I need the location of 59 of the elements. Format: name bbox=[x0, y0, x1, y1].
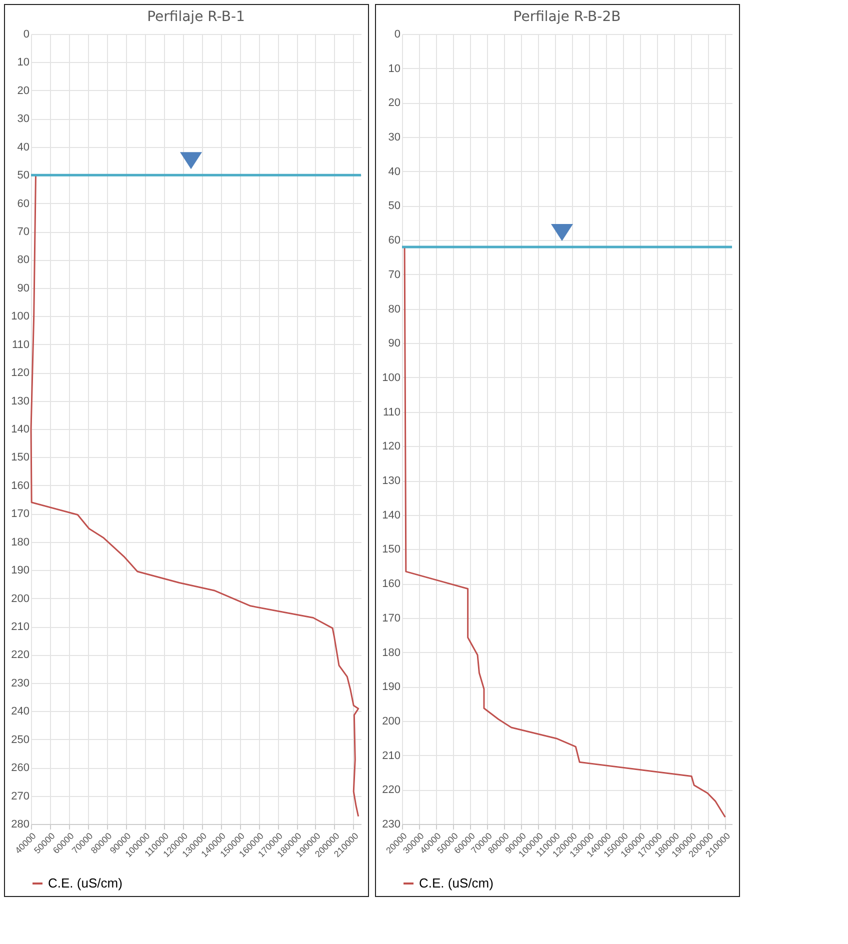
y-tick-label: 30 bbox=[388, 132, 400, 144]
y-tick-label: 30 bbox=[17, 113, 30, 126]
y-tick-label: 170 bbox=[382, 612, 400, 624]
y-tick-label: 140 bbox=[11, 424, 30, 436]
y-tick-label: 200 bbox=[382, 715, 400, 728]
y-tick-label: 70 bbox=[17, 226, 30, 238]
y-tick-label: 220 bbox=[382, 784, 400, 796]
y-tick-label: 110 bbox=[382, 406, 400, 418]
y-tick-label: 20 bbox=[388, 97, 400, 110]
y-tick-label: 130 bbox=[382, 475, 400, 488]
y-tick-label: 10 bbox=[17, 56, 30, 69]
legend-label: C.E. (uS/cm) bbox=[419, 876, 494, 890]
legend-label: C.E. (uS/cm) bbox=[48, 876, 122, 890]
line-series bbox=[404, 246, 726, 818]
y-tick-label: 10 bbox=[388, 62, 400, 75]
y-tick-label: 20 bbox=[17, 84, 30, 97]
y-tick-label: 180 bbox=[11, 536, 30, 548]
y-tick-label: 100 bbox=[11, 310, 30, 323]
y-tick-label: 90 bbox=[388, 338, 400, 350]
y-tick-label: 190 bbox=[11, 564, 30, 577]
y-tick-label: 190 bbox=[382, 681, 400, 694]
y-tick-label: 100 bbox=[382, 372, 400, 384]
line-series bbox=[30, 174, 360, 818]
y-tick-label: 50 bbox=[17, 170, 30, 182]
y-tick-label: 120 bbox=[382, 440, 400, 453]
y-tick-label: 230 bbox=[11, 677, 30, 690]
y-tick-label: 80 bbox=[388, 303, 400, 316]
y-tick-label: 60 bbox=[17, 198, 30, 210]
y-tick-label: 210 bbox=[382, 750, 400, 762]
y-tick-label: 200 bbox=[11, 592, 30, 605]
y-tick-label: 280 bbox=[11, 818, 30, 830]
y-tick-label: 60 bbox=[388, 234, 400, 247]
y-tick-label: 230 bbox=[382, 818, 400, 830]
chart-title: Perfilaje R-B-1 bbox=[147, 9, 245, 25]
y-tick-label: 210 bbox=[11, 621, 30, 633]
y-tick-label: 240 bbox=[11, 706, 30, 718]
y-tick-label: 180 bbox=[382, 646, 400, 659]
y-tick-label: 110 bbox=[12, 338, 30, 351]
y-tick-label: 150 bbox=[382, 544, 400, 556]
y-tick-label: 0 bbox=[394, 28, 400, 40]
y-tick-label: 160 bbox=[11, 480, 30, 492]
y-tick-label: 160 bbox=[382, 578, 400, 590]
y-tick-label: 170 bbox=[11, 508, 30, 520]
y-tick-label: 80 bbox=[17, 254, 30, 266]
y-tick-label: 90 bbox=[17, 282, 30, 294]
y-tick-label: 50 bbox=[388, 200, 400, 212]
y-tick-label: 0 bbox=[23, 28, 30, 40]
y-tick-label: 270 bbox=[11, 790, 30, 802]
y-tick-label: 250 bbox=[11, 734, 30, 746]
y-tick-label: 70 bbox=[388, 268, 400, 281]
y-tick-label: 260 bbox=[11, 762, 30, 774]
y-tick-label: 40 bbox=[388, 166, 400, 178]
y-tick-label: 140 bbox=[382, 509, 400, 522]
chart-title: Perfilaje R-B-2B bbox=[513, 9, 621, 25]
y-tick-label: 40 bbox=[17, 141, 30, 154]
y-tick-label: 120 bbox=[11, 367, 30, 380]
y-tick-label: 220 bbox=[11, 649, 30, 662]
y-tick-label: 150 bbox=[11, 452, 30, 464]
y-tick-label: 130 bbox=[11, 395, 30, 408]
